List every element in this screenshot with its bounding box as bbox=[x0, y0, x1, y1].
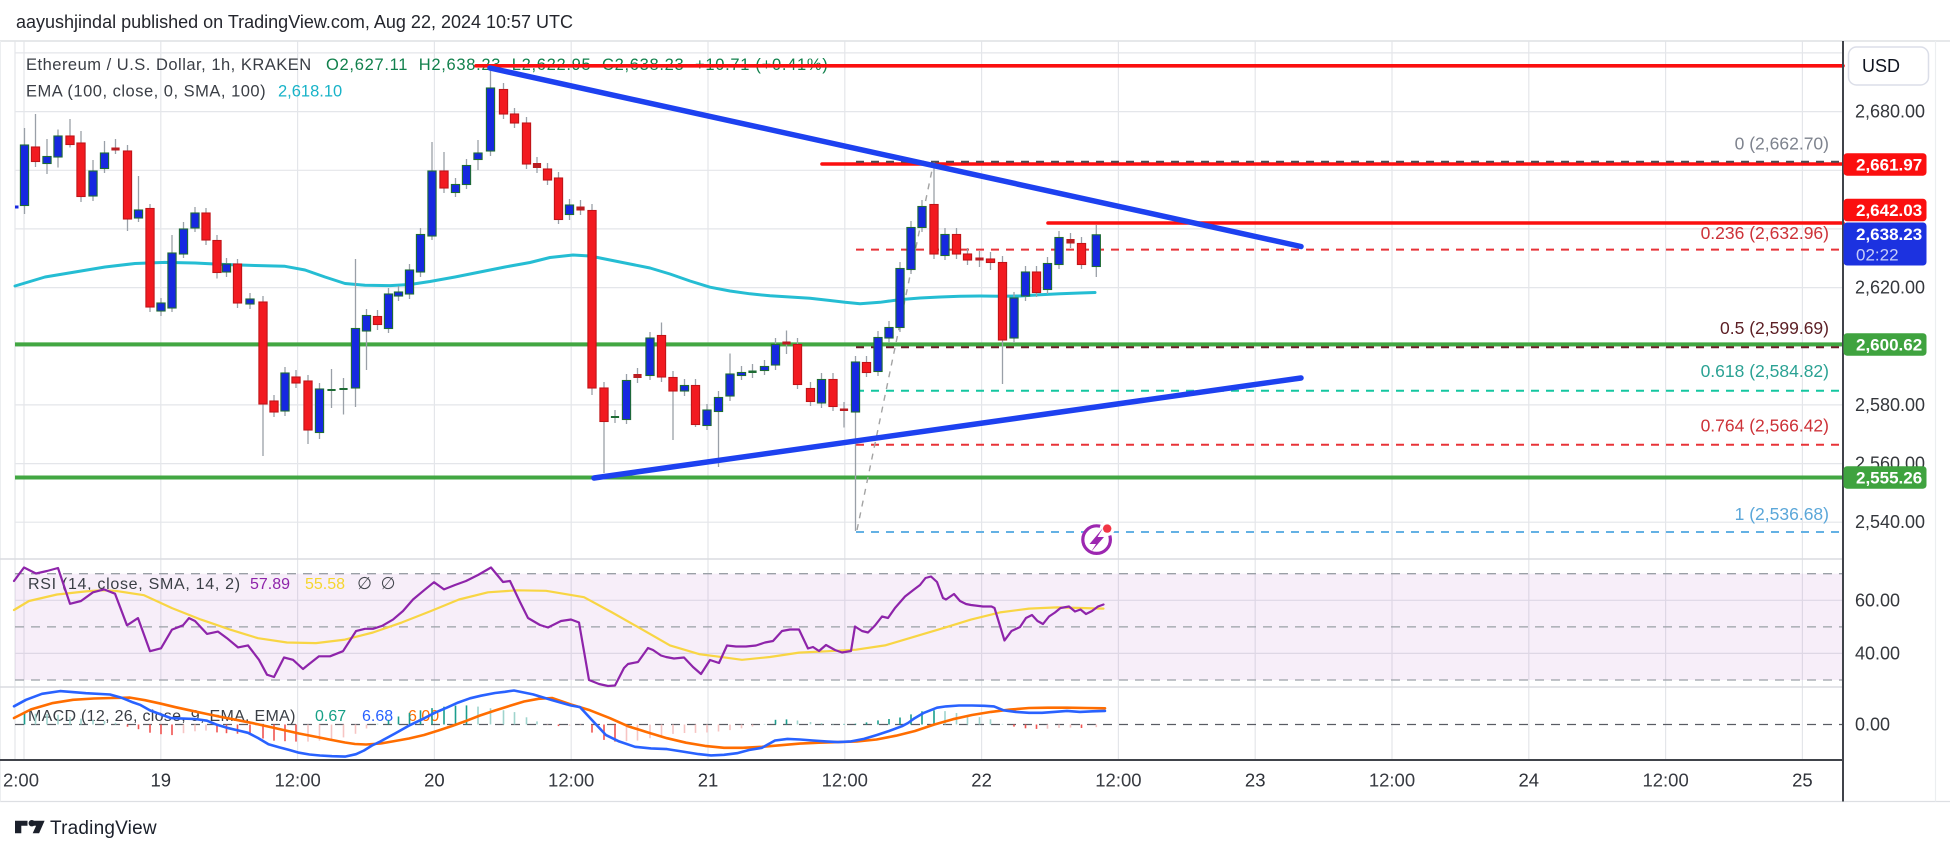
svg-text:EMA (100, close, 0, SMA, 100): EMA (100, close, 0, SMA, 100) bbox=[26, 83, 266, 101]
svg-text:Ethereum / U.S. Dollar, 1h, KR: Ethereum / U.S. Dollar, 1h, KRAKEN bbox=[26, 56, 312, 74]
svg-text:∅: ∅ bbox=[381, 574, 396, 593]
svg-text:2,580.00: 2,580.00 bbox=[1855, 395, 1925, 415]
svg-text:2,555.26: 2,555.26 bbox=[1856, 469, 1922, 488]
svg-text:20: 20 bbox=[424, 770, 445, 791]
svg-text:12:00: 12:00 bbox=[1095, 770, 1141, 791]
svg-text:60.00: 60.00 bbox=[1855, 590, 1900, 610]
svg-text:40.00: 40.00 bbox=[1855, 643, 1900, 663]
svg-text:2,638.23: 2,638.23 bbox=[1856, 225, 1922, 244]
svg-text:0 (2,662.70): 0 (2,662.70) bbox=[1735, 134, 1829, 154]
svg-text:25: 25 bbox=[1792, 770, 1813, 791]
svg-text:0.618 (2,584.82): 0.618 (2,584.82) bbox=[1701, 361, 1829, 381]
svg-text:21: 21 bbox=[698, 770, 719, 791]
svg-text:MACD (12, 26, close, 9, EMA, E: MACD (12, 26, close, 9, EMA, EMA) bbox=[28, 708, 296, 725]
svg-text:2,540.00: 2,540.00 bbox=[1855, 512, 1925, 532]
svg-text:0.5 (2,599.69): 0.5 (2,599.69) bbox=[1720, 318, 1829, 338]
svg-text:RSI (14, close, SMA, 14, 2): RSI (14, close, SMA, 14, 2) bbox=[28, 576, 241, 593]
svg-text:0.764 (2,566.42): 0.764 (2,566.42) bbox=[1701, 416, 1829, 436]
svg-text:2,618.10: 2,618.10 bbox=[278, 83, 342, 101]
svg-text:2,642.03: 2,642.03 bbox=[1856, 201, 1922, 220]
svg-text:TradingView: TradingView bbox=[50, 818, 157, 839]
svg-text:12:00: 12:00 bbox=[274, 770, 320, 791]
svg-text:USD: USD bbox=[1862, 56, 1900, 76]
svg-text:2,661.97: 2,661.97 bbox=[1856, 156, 1922, 175]
svg-text:0.67: 0.67 bbox=[315, 708, 346, 725]
svg-text:0.00: 0.00 bbox=[1855, 715, 1890, 735]
svg-text:12:00: 12:00 bbox=[1369, 770, 1415, 791]
svg-text:02:22: 02:22 bbox=[1856, 246, 1899, 265]
svg-text:aayushjindal published on Trad: aayushjindal published on TradingView.co… bbox=[16, 12, 573, 32]
svg-text:57.89: 57.89 bbox=[250, 576, 290, 593]
svg-text:2,600.62: 2,600.62 bbox=[1856, 336, 1922, 355]
svg-text:55.58: 55.58 bbox=[305, 576, 345, 593]
svg-text:2,680.00: 2,680.00 bbox=[1855, 102, 1925, 122]
svg-text:∅: ∅ bbox=[357, 574, 372, 593]
svg-text:19: 19 bbox=[151, 770, 172, 791]
svg-text:12:00: 12:00 bbox=[1642, 770, 1688, 791]
svg-text:12:00: 12:00 bbox=[548, 770, 594, 791]
svg-text:6.68: 6.68 bbox=[362, 708, 393, 725]
svg-text:12:00: 12:00 bbox=[822, 770, 868, 791]
svg-text:22: 22 bbox=[971, 770, 992, 791]
svg-text:24: 24 bbox=[1519, 770, 1540, 791]
svg-text:2,620.00: 2,620.00 bbox=[1855, 278, 1925, 298]
svg-text:2:00: 2:00 bbox=[3, 770, 39, 791]
svg-text:1 (2,536.68): 1 (2,536.68) bbox=[1735, 504, 1829, 524]
svg-text:0.236 (2,632.96): 0.236 (2,632.96) bbox=[1701, 223, 1829, 243]
svg-text:23: 23 bbox=[1245, 770, 1266, 791]
